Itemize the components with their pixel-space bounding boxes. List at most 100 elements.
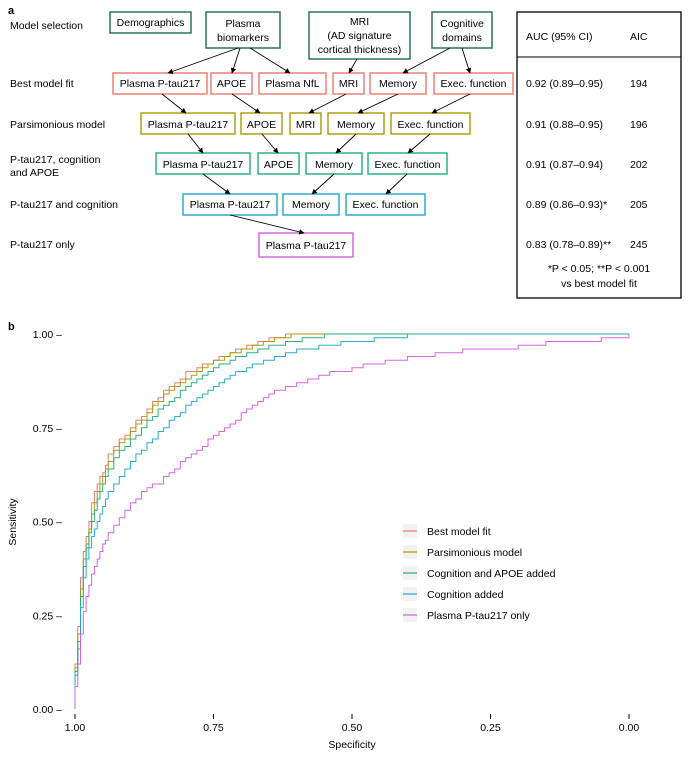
y-tick-label: 0.50 – bbox=[33, 517, 62, 529]
panel-a-label: a bbox=[8, 5, 15, 17]
y-tick-label: 1.00 – bbox=[33, 329, 62, 341]
cog-apoe-labels: Plasma P-tau217 APOE Memory Exec. functi… bbox=[163, 159, 441, 171]
arrow-pars-cogapoe-exec bbox=[407, 133, 431, 154]
aic-row-3: 202 bbox=[630, 159, 648, 171]
best-label-apoe: APOE bbox=[217, 78, 246, 90]
box-demographics bbox=[109, 11, 192, 34]
roc-curve-4 bbox=[74, 333, 629, 709]
cogapoe-label-apoe: APOE bbox=[264, 159, 293, 171]
row-label-best: Best model fit bbox=[10, 78, 74, 90]
ptau-box bbox=[258, 232, 354, 258]
arrow-best-pars-apoe bbox=[231, 93, 261, 114]
auc-table-border bbox=[516, 11, 682, 299]
cog-label-exec: Exec. function bbox=[353, 199, 419, 211]
legend-label-4: Cognition added bbox=[427, 589, 504, 601]
best-label-memory: Memory bbox=[379, 78, 418, 90]
arrow-mri-mri bbox=[348, 58, 358, 74]
best-label-mri: MRI bbox=[339, 78, 358, 90]
label-mri-2: (AD signature bbox=[327, 30, 391, 42]
best-label-nfl: Plasma NfL bbox=[265, 78, 319, 90]
row-label-ptau: P-tau217 only bbox=[10, 239, 76, 251]
cogapoe-label-ptau: Plasma P-tau217 bbox=[163, 159, 244, 171]
roc-curve-2 bbox=[74, 333, 629, 709]
label-demographics: Demographics bbox=[117, 17, 185, 29]
aic-row-2: 196 bbox=[630, 119, 648, 131]
aic-row-5: 245 bbox=[630, 239, 648, 251]
x-tick-label: 0.75 bbox=[203, 722, 224, 734]
arrow-best-pars-ptau bbox=[161, 93, 187, 114]
auc-footnote-1: *P < 0.05; **P < 0.001 bbox=[548, 263, 651, 275]
arrow-pars-cogapoe-ptau bbox=[187, 133, 204, 154]
row-label-cog: P-tau217 and cognition bbox=[10, 199, 118, 211]
row-label-model-selection: Model selection bbox=[10, 20, 83, 32]
best-label-exec: Exec. function bbox=[441, 78, 507, 90]
auc-row-2: 0.91 (0.88–0.95) bbox=[526, 119, 603, 131]
box-mri-top bbox=[308, 11, 411, 60]
arrow-cog-ptau bbox=[229, 214, 305, 235]
legend-label-5: Plasma P-tau217 only bbox=[427, 610, 530, 622]
cogapoe-box-exec bbox=[367, 152, 448, 175]
y-axis-title: Sensitivity bbox=[7, 498, 19, 546]
best-box-nfl bbox=[258, 72, 327, 95]
arrow-best-pars-mri bbox=[308, 93, 347, 114]
auc-row-1: 0.92 (0.89–0.95) bbox=[526, 78, 603, 90]
auc-row-5: 0.83 (0.78–0.89)** bbox=[526, 239, 611, 251]
pars-label-exec: Exec. function bbox=[398, 119, 464, 131]
pars-label-ptau: Plasma P-tau217 bbox=[148, 119, 229, 131]
cog-label-memory: Memory bbox=[292, 199, 331, 211]
best-model-boxes bbox=[112, 72, 514, 95]
roc-curves bbox=[74, 333, 630, 709]
cogapoe-box-apoe bbox=[257, 152, 300, 175]
arrow-cog-exec bbox=[461, 47, 472, 74]
label-plasma-1: Plasma bbox=[225, 18, 260, 30]
arrow-plasma-apoe bbox=[230, 47, 241, 74]
auc-row-3: 0.91 (0.87–0.94) bbox=[526, 159, 603, 171]
best-box-ptau bbox=[112, 72, 208, 95]
auc-footnote-2: vs best model fit bbox=[561, 278, 637, 290]
pars-label-apoe: APOE bbox=[247, 119, 276, 131]
x-tick-label: 0.00 bbox=[619, 722, 640, 734]
label-cognitive-2: domains bbox=[442, 32, 482, 44]
y-tick-label: 0.75 – bbox=[33, 423, 62, 435]
cog-labels: Plasma P-tau217 Memory Exec. function bbox=[190, 199, 419, 211]
arrow-plasma-nfl bbox=[249, 47, 291, 74]
arrow-cogapoe-cog-exec bbox=[385, 173, 408, 195]
x-tick-label: 1.00 bbox=[65, 722, 86, 734]
aic-header: AIC bbox=[630, 31, 648, 43]
legend-label-1: Best model fit bbox=[427, 526, 491, 538]
top-box-labels: Demographics Plasma biomarkers MRI (AD s… bbox=[117, 16, 484, 56]
label-cognitive-1: Cognitive bbox=[440, 18, 484, 30]
cog-box-exec bbox=[345, 193, 426, 216]
pars-box-apoe bbox=[240, 112, 283, 135]
roc-curve-1 bbox=[74, 333, 629, 709]
label-mri-1: MRI bbox=[350, 16, 369, 28]
roc-axes: 0.00 – 0.25 – 0.50 – 0.75 – 1.00 – 1.00 0.75 0.… bbox=[33, 329, 640, 734]
row-labels: Model selection Best model fit Parsimoni… bbox=[10, 20, 118, 251]
y-tick-label: 0.25 – bbox=[33, 610, 62, 622]
auc-row-4: 0.89 (0.86–0.93)* bbox=[526, 199, 607, 211]
x-tick-label: 0.50 bbox=[342, 722, 363, 734]
legend-label-3: Cognition and APOE added bbox=[427, 568, 556, 580]
legend-label-2: Parsimonious model bbox=[427, 547, 522, 559]
arrow-plasma-ptau bbox=[167, 47, 239, 74]
x-tick-label: 0.25 bbox=[480, 722, 501, 734]
row-label-cog-apoe-2: and APOE bbox=[10, 167, 59, 179]
pars-box-mri bbox=[289, 112, 322, 135]
cog-box-memory bbox=[282, 193, 340, 216]
arrow-pars-cogapoe-apoe bbox=[261, 133, 279, 154]
roc-legend: Best model fit Parsimonious model Cognitio… bbox=[403, 524, 556, 622]
pars-label-memory: Memory bbox=[337, 119, 376, 131]
label-plasma-2: biomarkers bbox=[217, 32, 269, 44]
arrow-pars-cogapoe-memory bbox=[335, 133, 357, 154]
auc-table: AUC (95% CI) AIC 0.92 (0.89–0.95) 194 0.… bbox=[517, 31, 681, 290]
x-axis-title: Specificity bbox=[328, 739, 376, 751]
ptau-label: Plasma P-tau217 bbox=[266, 240, 347, 252]
y-tick-label: 0.00 – bbox=[33, 704, 62, 716]
best-box-mri bbox=[332, 72, 365, 95]
best-label-ptau: Plasma P-tau217 bbox=[120, 78, 201, 90]
cogapoe-label-exec: Exec. function bbox=[375, 159, 441, 171]
best-box-exec bbox=[433, 72, 514, 95]
cogapoe-label-memory: Memory bbox=[315, 159, 354, 171]
pars-box-exec bbox=[390, 112, 471, 135]
